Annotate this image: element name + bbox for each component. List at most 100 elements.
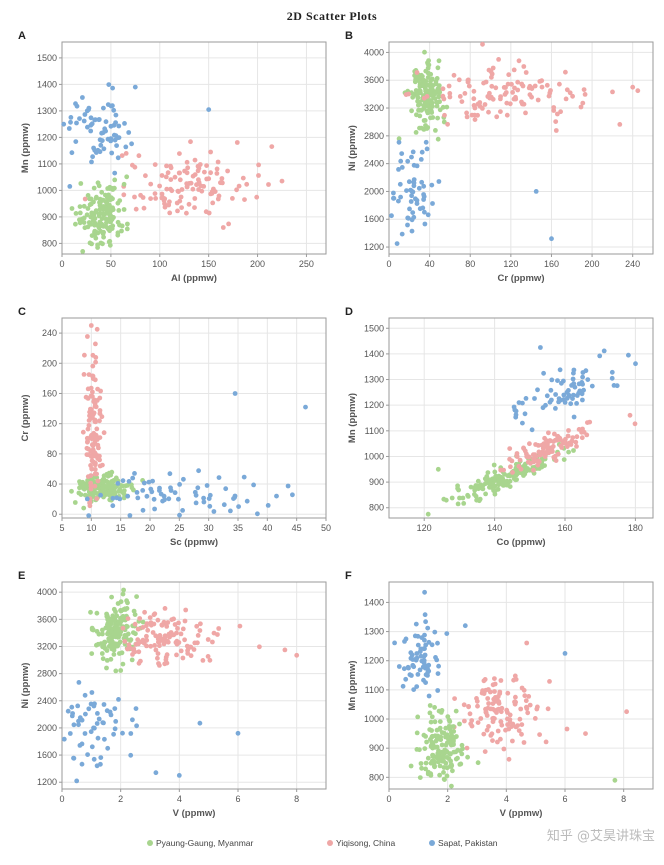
point-myanmar bbox=[102, 490, 108, 495]
point-china bbox=[492, 676, 497, 681]
point-myanmar bbox=[417, 775, 423, 780]
point-pakistan bbox=[418, 157, 424, 162]
point-pakistan bbox=[108, 138, 114, 144]
point-myanmar bbox=[100, 631, 105, 637]
point-myanmar bbox=[428, 115, 433, 121]
point-pakistan bbox=[601, 348, 607, 354]
point-china bbox=[516, 728, 522, 733]
point-myanmar bbox=[561, 457, 567, 462]
point-china bbox=[580, 426, 585, 432]
point-pakistan bbox=[410, 663, 416, 668]
point-myanmar bbox=[571, 448, 576, 453]
point-pakistan bbox=[228, 508, 233, 514]
point-myanmar bbox=[409, 108, 414, 114]
point-china bbox=[184, 184, 190, 189]
point-myanmar bbox=[431, 758, 437, 764]
watermark: 知乎 @艾昊讲珠宝 bbox=[547, 828, 655, 844]
point-myanmar bbox=[118, 668, 124, 673]
point-pakistan bbox=[407, 672, 413, 678]
point-myanmar bbox=[474, 497, 479, 503]
point-myanmar bbox=[121, 587, 126, 593]
point-myanmar bbox=[116, 489, 121, 494]
point-china bbox=[236, 183, 242, 189]
point-myanmar bbox=[419, 125, 424, 131]
point-china bbox=[496, 57, 501, 62]
point-myanmar bbox=[491, 462, 497, 468]
point-myanmar bbox=[80, 479, 86, 485]
point-china bbox=[90, 443, 96, 448]
x-tick-label: 180 bbox=[628, 523, 643, 533]
point-myanmar bbox=[82, 492, 88, 498]
point-china bbox=[179, 205, 185, 211]
x-tick-label: 0 bbox=[386, 794, 391, 804]
x-tick-label: 45 bbox=[292, 523, 302, 533]
point-china bbox=[135, 626, 141, 632]
point-pakistan bbox=[571, 367, 577, 373]
point-china bbox=[507, 446, 513, 451]
point-myanmar bbox=[140, 619, 146, 625]
point-china bbox=[94, 326, 100, 332]
point-pakistan bbox=[181, 476, 186, 482]
x-tick-label: 15 bbox=[116, 523, 126, 533]
point-china bbox=[545, 706, 551, 712]
x-tick-label: 40 bbox=[425, 259, 435, 269]
point-china bbox=[242, 197, 247, 203]
x-axis-label: Co (ppmw) bbox=[496, 537, 545, 548]
point-pakistan bbox=[177, 482, 183, 487]
point-myanmar bbox=[105, 225, 111, 231]
point-pakistan bbox=[102, 736, 107, 742]
point-myanmar bbox=[453, 708, 459, 714]
point-china bbox=[567, 90, 573, 96]
point-myanmar bbox=[100, 627, 105, 633]
point-pakistan bbox=[436, 179, 442, 184]
point-pakistan bbox=[88, 701, 94, 707]
point-myanmar bbox=[502, 479, 508, 485]
point-pakistan bbox=[98, 761, 103, 767]
point-myanmar bbox=[428, 773, 434, 778]
point-china bbox=[256, 173, 261, 178]
point-pakistan bbox=[564, 395, 570, 401]
x-tick-label: 250 bbox=[299, 259, 314, 269]
point-pakistan bbox=[411, 214, 417, 220]
point-pakistan bbox=[462, 623, 468, 629]
point-pakistan bbox=[414, 198, 420, 203]
point-myanmar bbox=[480, 486, 486, 492]
point-myanmar bbox=[104, 658, 110, 663]
point-china bbox=[198, 183, 204, 189]
point-china bbox=[256, 162, 261, 168]
point-myanmar bbox=[425, 125, 431, 130]
point-myanmar bbox=[496, 482, 501, 488]
point-myanmar bbox=[410, 94, 416, 100]
point-pakistan bbox=[570, 376, 576, 382]
point-china bbox=[163, 174, 169, 180]
point-china bbox=[160, 195, 166, 201]
point-myanmar bbox=[73, 211, 79, 216]
point-pakistan bbox=[400, 683, 406, 689]
point-myanmar bbox=[88, 196, 94, 202]
point-china bbox=[164, 163, 169, 169]
point-myanmar bbox=[437, 719, 443, 724]
point-pakistan bbox=[95, 147, 101, 153]
point-china bbox=[464, 110, 469, 116]
legend-label: Pyaung-Gaung, Myanmar bbox=[156, 838, 253, 848]
point-myanmar bbox=[423, 79, 429, 84]
point-china bbox=[457, 94, 463, 99]
point-pakistan bbox=[423, 139, 429, 145]
point-myanmar bbox=[485, 470, 491, 475]
point-pakistan bbox=[392, 640, 397, 646]
point-pakistan bbox=[73, 139, 79, 145]
point-pakistan bbox=[548, 387, 554, 393]
point-pakistan bbox=[141, 480, 147, 486]
point-china bbox=[130, 652, 135, 657]
point-myanmar bbox=[104, 220, 109, 226]
point-china bbox=[148, 181, 154, 187]
point-myanmar bbox=[107, 209, 113, 215]
point-myanmar bbox=[457, 721, 462, 727]
point-china bbox=[542, 443, 547, 449]
point-pakistan bbox=[101, 146, 107, 152]
x-tick-label: 2 bbox=[445, 794, 450, 804]
point-china bbox=[475, 703, 480, 709]
point-china bbox=[486, 687, 491, 692]
point-china bbox=[220, 225, 226, 230]
point-myanmar bbox=[465, 754, 470, 760]
